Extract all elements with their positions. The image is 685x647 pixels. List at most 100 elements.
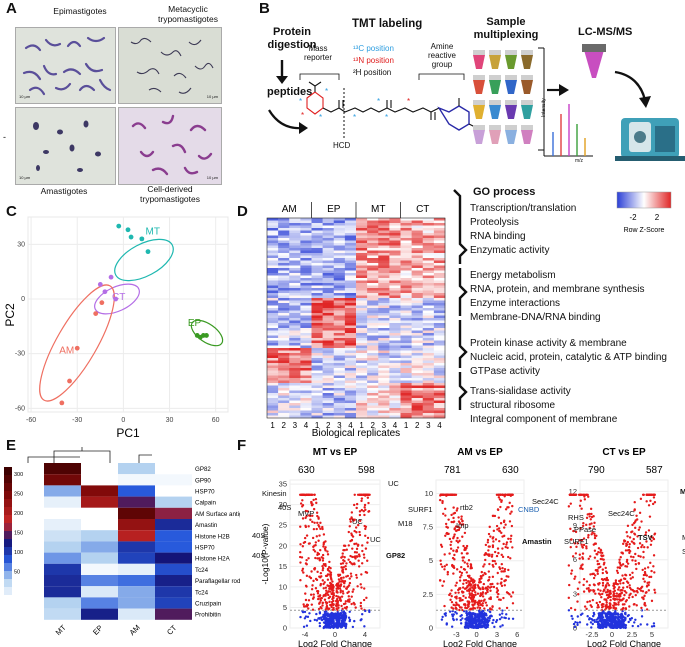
heatmap-cell — [333, 238, 346, 241]
heatmap-cell — [356, 370, 368, 374]
heatmap-cell — [400, 238, 412, 241]
heatmap-cell — [322, 368, 335, 371]
heatmap-cell — [333, 345, 346, 349]
volcano-point — [348, 610, 351, 614]
heatmap-cell — [300, 268, 312, 271]
heatmap-cell — [400, 290, 412, 294]
volcano-point — [489, 535, 492, 538]
heatmap-cell — [344, 345, 357, 349]
heatmap-cell — [422, 345, 435, 349]
volcano-point — [329, 577, 333, 580]
heatmap-cell — [278, 283, 290, 286]
heatmap-cell — [322, 355, 335, 359]
volcano-point — [326, 553, 330, 556]
volcano-point — [336, 595, 340, 598]
heatmap-cell — [311, 300, 323, 304]
heatmap-cell — [411, 295, 424, 299]
volcano-point — [336, 600, 340, 603]
heatmap-cell — [300, 388, 312, 391]
protein-heatmap-cell — [81, 485, 118, 497]
heatmap-cell — [367, 375, 379, 379]
tmt-labeling-title: TMT labeling — [352, 18, 423, 30]
volcano-point — [305, 624, 309, 627]
protein-heatmap-cell — [44, 541, 81, 553]
volcano-point — [574, 530, 578, 534]
heatmap-cell — [300, 363, 312, 366]
heatmap-cell — [344, 378, 357, 381]
heatmap-cell — [333, 348, 346, 351]
heatmap-cell — [333, 268, 346, 271]
volcano-point — [636, 546, 640, 550]
heatmap-cell — [411, 268, 424, 271]
heatmap-cell — [367, 283, 379, 286]
protein-row-label: Tc24 — [195, 567, 209, 574]
volcano-point — [608, 625, 611, 628]
go-term: Protein kinase activity & membrane — [470, 338, 627, 349]
volcano-point — [631, 595, 634, 599]
heatmap-cell — [400, 245, 412, 249]
heatmap-cell — [400, 320, 412, 324]
heatmap-cell — [356, 313, 368, 316]
heatmap-cell — [344, 248, 357, 251]
heatmap-cell — [389, 278, 401, 281]
pca-point-ct — [97, 282, 103, 287]
volcano-gene-label: CNBD — [518, 505, 540, 514]
heatmap-cell — [433, 273, 446, 276]
volcano-point — [646, 566, 650, 569]
heatmap-cell — [344, 383, 357, 386]
heatmap-cell — [400, 250, 412, 254]
volcano-point — [576, 623, 579, 627]
heatmap-cell — [278, 338, 290, 341]
pca-x-tick: 0 — [121, 417, 125, 424]
sample-tube — [521, 130, 533, 144]
volcano-point — [590, 533, 593, 536]
heatmap-cell — [278, 308, 290, 311]
heatmap-cell — [289, 323, 301, 326]
heatmap-cell — [422, 240, 435, 244]
heatmap-cell — [300, 305, 312, 309]
ms-spectrum — [543, 95, 593, 157]
volcano-point — [633, 509, 636, 512]
heatmap-cell — [289, 295, 301, 299]
heatmap-cell — [300, 273, 312, 276]
volcano-point — [629, 555, 633, 558]
volcano-point — [567, 564, 571, 567]
heatmap-cell — [411, 388, 424, 391]
heatmap-cell — [311, 385, 323, 389]
heatmap-cell — [422, 393, 435, 396]
heatmap-cell — [278, 388, 290, 391]
volcano-point — [355, 547, 359, 551]
heatmap-cell — [344, 343, 357, 346]
heatmap-cell — [311, 393, 323, 396]
color-key-swatch — [4, 571, 12, 579]
heatmap-cell — [322, 290, 335, 294]
scale-bar-label: 10 µm — [206, 94, 218, 99]
heatmap-cell — [344, 243, 357, 246]
heatmap-cell — [389, 245, 401, 249]
heatmap-cell — [433, 395, 446, 399]
heatmap-cell — [367, 355, 379, 359]
volcano-point — [343, 612, 346, 616]
volcano-point — [472, 612, 475, 615]
volcano-point — [626, 581, 630, 585]
volcano-point — [301, 545, 305, 548]
heatmap-cell — [322, 238, 335, 241]
volcano-point — [597, 547, 601, 550]
heatmap-cell — [422, 325, 435, 329]
volcano-point — [467, 619, 470, 623]
volcano-point — [593, 542, 597, 545]
volcano-point — [500, 562, 504, 566]
volcano-point — [460, 565, 463, 569]
heatmap-cell — [433, 368, 446, 371]
volcano-point — [455, 539, 458, 543]
heatmap-cell — [333, 358, 346, 361]
heatmap-cell — [300, 218, 312, 221]
volcano-point — [316, 521, 319, 525]
heatmap-cell — [267, 283, 279, 286]
heatmap-cell — [378, 368, 390, 371]
pca-x-label: PC1 — [116, 426, 140, 440]
heatmap-cell — [267, 368, 279, 371]
zscore-title: Row Z-Score — [624, 227, 665, 234]
volcano-point — [611, 621, 614, 624]
volcano-point — [628, 617, 632, 621]
